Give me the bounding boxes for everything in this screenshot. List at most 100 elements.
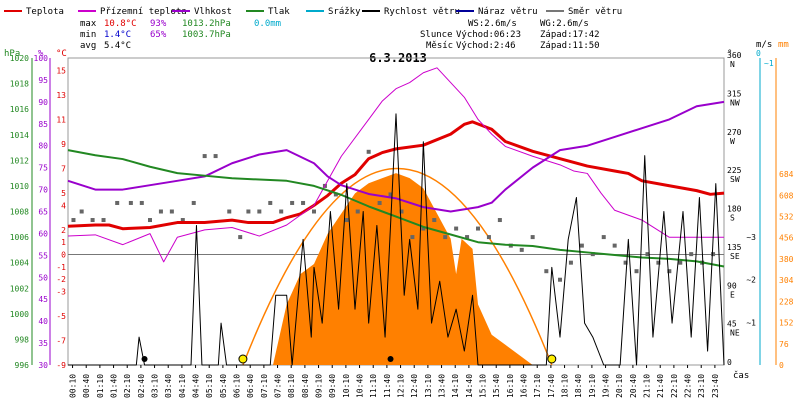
- series-vlhkost: [67, 100, 725, 213]
- dir-tick: 135: [727, 243, 742, 252]
- temp-axis-title: °C: [56, 49, 67, 59]
- wind-axis-title: m/s: [756, 40, 772, 50]
- wind-direction-dot: [410, 235, 415, 240]
- moon-label: Měsíc: [426, 41, 453, 51]
- x-tick-label: 16:40: [520, 374, 529, 398]
- x-tick-label: 03:40: [164, 374, 173, 398]
- dir-tick: 90: [727, 281, 737, 290]
- x-tick-label: 15:40: [492, 374, 501, 398]
- wind-direction-dot: [246, 209, 251, 214]
- hum-tick: 85: [38, 120, 48, 129]
- light-tick: 76: [779, 340, 789, 349]
- wind-direction-dot: [290, 200, 295, 205]
- dir-tick-compass: S: [730, 214, 735, 223]
- wind-direction-dot: [238, 235, 243, 240]
- x-tick-label: 11:40: [383, 374, 392, 398]
- x-tick-label: 04:40: [192, 374, 201, 398]
- hum-axis-title: %: [38, 49, 44, 59]
- x-tick-label: 19:10: [588, 374, 597, 398]
- legend-label-srazky: Srážky: [328, 7, 361, 17]
- dir-tick: 180: [727, 205, 742, 214]
- sunrise-marker: [238, 354, 248, 364]
- moon-set: Západ:11:50: [540, 41, 600, 51]
- wind-direction-dot: [623, 260, 628, 265]
- legend: Teplota Přízemní teplota Vlhkost Tlak Srážky…: [4, 7, 622, 17]
- wind-direction-dot: [79, 209, 84, 214]
- hum-tick: 95: [38, 76, 48, 85]
- x-tick-label: 03:10: [151, 374, 160, 398]
- hum-tick: 90: [38, 98, 48, 107]
- hpa-tick: 1012: [10, 156, 29, 165]
- sun-rise: Východ:06:23: [456, 30, 521, 40]
- x-tick-label: 13:40: [438, 374, 447, 398]
- hum-tick: 80: [38, 142, 48, 151]
- temp-tick: -1: [56, 263, 66, 272]
- x-tick-label: 05:10: [205, 374, 214, 398]
- wind-direction-dot: [202, 154, 207, 159]
- x-tick-label: 12:10: [397, 374, 406, 398]
- stat-min-temp: 1.4°C: [104, 30, 131, 40]
- sun-path: [242, 167, 553, 366]
- axes: hPa% °C9969981000100210041006100810101012…: [4, 40, 794, 370]
- hpa-tick: 1004: [10, 259, 29, 268]
- hpa-tick: 1016: [10, 105, 29, 114]
- x-tick-label: 21:40: [656, 374, 665, 398]
- x-tick-label: 18:10: [561, 374, 570, 398]
- x-tick-label: 12:40: [410, 374, 419, 398]
- x-tick-label: 14:10: [451, 374, 460, 398]
- dir-tick-compass: NE: [730, 329, 740, 338]
- x-tick-label: 08:40: [301, 374, 310, 398]
- sun-set: Západ:17:42: [540, 30, 600, 40]
- x-tick-label: 08:10: [287, 374, 296, 398]
- x-tick-label: 01:40: [110, 374, 119, 398]
- wind-direction-dot: [257, 209, 262, 214]
- x-tick-label: 09:10: [315, 374, 324, 398]
- wind-direction-dot: [689, 252, 694, 257]
- x-tick-label: 22:40: [684, 374, 693, 398]
- dir-tick-compass: NW: [730, 98, 740, 107]
- wind-direction-dot: [213, 154, 218, 159]
- legend-label-tlak: Tlak: [268, 7, 290, 17]
- wind-direction-dot: [544, 269, 549, 274]
- stat-min-hum: 65%: [150, 30, 167, 40]
- x-axis: 00:10 00:40 01:10 01:40 02:10 02:40 03:10 03:40…: [69, 365, 749, 398]
- x-tick-label: 07:40: [274, 374, 283, 398]
- wind-direction-dot: [590, 252, 595, 257]
- dir-tick-compass: N: [730, 60, 735, 69]
- hpa-tick: 996: [15, 361, 30, 370]
- wind-direction-dot: [180, 218, 185, 223]
- wind-direction-dot: [486, 235, 491, 240]
- wind-direction-dot: [366, 149, 371, 154]
- legend-label-naraz: Náraz větru: [478, 7, 538, 17]
- sunset-marker: [547, 354, 557, 364]
- stat-min-label: min: [80, 30, 96, 40]
- wind-direction-dot: [656, 260, 661, 265]
- wind-direction-dot: [519, 247, 524, 252]
- dir-tick-compass: SW: [730, 175, 740, 184]
- wind-top-tick: 0: [756, 49, 761, 58]
- series-přízemní-teplota: [67, 67, 724, 263]
- wind-direction-dot: [279, 209, 284, 214]
- temp-tick: 1: [61, 238, 66, 247]
- wind-direction-dot: [312, 209, 316, 214]
- series-rychlost-větru: [68, 113, 725, 366]
- x-axis-unit: čas: [733, 370, 749, 381]
- x-tick-label: 10:10: [342, 374, 351, 398]
- x-tick-label: 19:40: [602, 374, 611, 398]
- legend-label-teplota: Teplota: [26, 7, 64, 17]
- series-tlak: [67, 149, 725, 268]
- hum-tick: 60: [38, 229, 48, 238]
- x-tick-label: 17:40: [547, 374, 556, 398]
- light-tick: 532: [779, 213, 794, 222]
- wind-direction-dot: [101, 218, 106, 223]
- hpa-tick: 1000: [10, 310, 29, 319]
- temp-tick: 9: [61, 140, 66, 149]
- wind-direction-dot: [678, 260, 683, 265]
- temp-tick: 11: [56, 115, 66, 124]
- hpa-tick: 1018: [10, 80, 29, 89]
- dir-tick: 360: [727, 51, 742, 60]
- temp-tick: 7: [61, 165, 66, 174]
- wind-direction-dot: [71, 218, 76, 223]
- wind-direction-dot: [645, 252, 650, 257]
